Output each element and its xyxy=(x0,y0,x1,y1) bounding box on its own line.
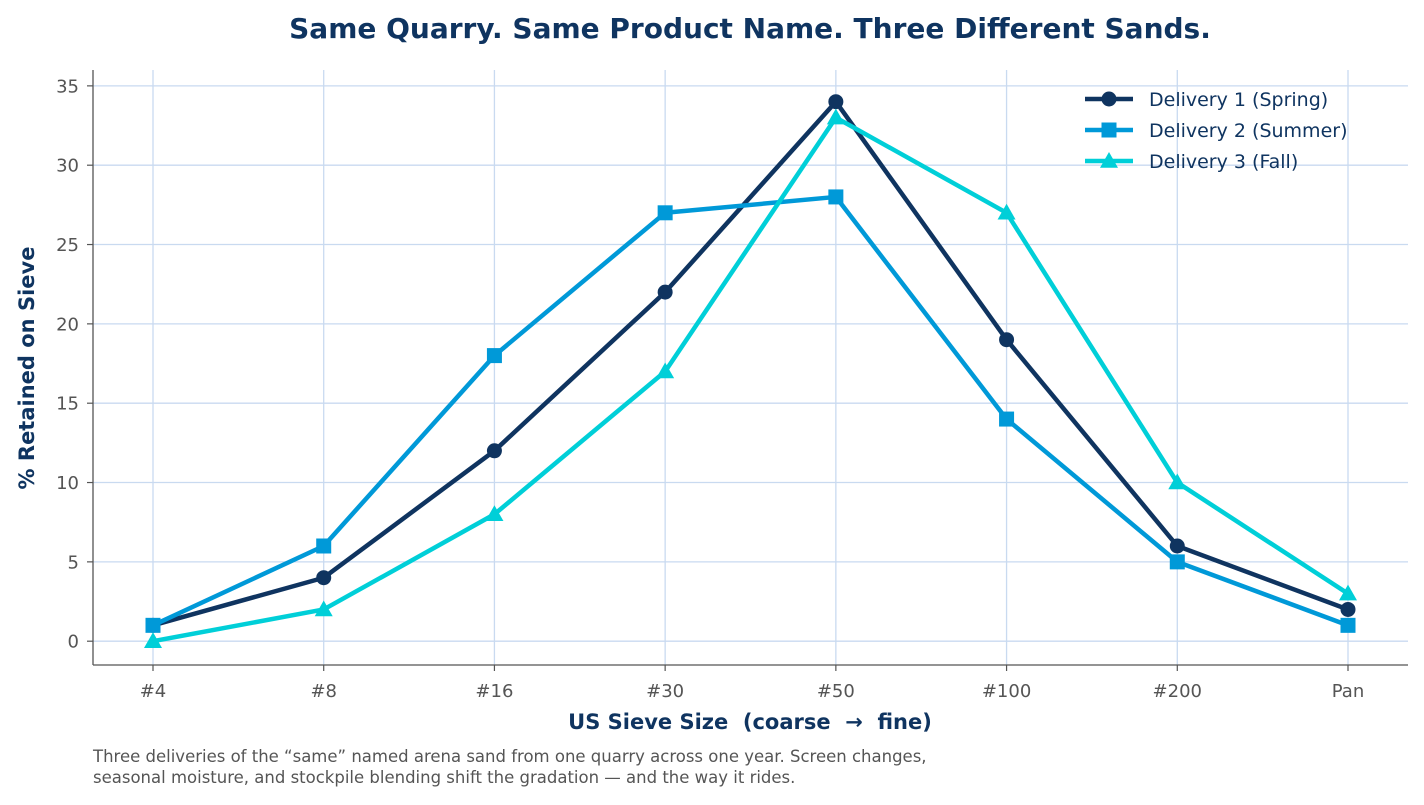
data-point xyxy=(486,443,502,459)
data-point xyxy=(486,348,502,364)
legend-marker xyxy=(1101,122,1117,138)
data-point xyxy=(997,203,1016,220)
y-tick-label: 30 xyxy=(56,156,79,177)
legend-label: Delivery 1 (Spring) xyxy=(1149,89,1328,111)
series-1 xyxy=(145,94,1356,633)
legend-marker xyxy=(1100,152,1118,168)
data-point xyxy=(999,411,1015,427)
x-tick-label: #16 xyxy=(475,681,513,702)
y-tick-label: 20 xyxy=(56,314,79,335)
data-point xyxy=(314,600,333,617)
x-tick-label: #8 xyxy=(310,681,337,702)
x-tick-label: Pan xyxy=(1332,681,1364,702)
y-tick-label: 10 xyxy=(56,473,79,494)
legend-item-3: Delivery 3 (Fall) xyxy=(1085,151,1298,173)
data-point xyxy=(144,632,162,648)
axes xyxy=(92,70,1408,666)
data-point xyxy=(145,617,161,633)
x-tick-label: #50 xyxy=(817,681,855,702)
chart-caption: Three deliveries of the “same” named are… xyxy=(93,746,1093,788)
x-ticks: #4 #8 #16 #30 #50 #100 #200 Pan xyxy=(140,665,1364,702)
series-line xyxy=(150,115,1351,644)
series-line xyxy=(150,99,1351,628)
y-tick-label: 35 xyxy=(56,76,79,97)
x-tick-label: #100 xyxy=(982,681,1031,702)
data-point xyxy=(826,108,845,125)
data-point xyxy=(316,570,332,586)
legend-item-2: Delivery 2 (Summer) xyxy=(1085,120,1347,142)
data-point xyxy=(656,362,675,379)
y-tick-label: 25 xyxy=(56,235,79,256)
data-point xyxy=(1169,554,1185,570)
y-tick-label: 15 xyxy=(56,394,79,415)
y-axis-title: % Retained on Sieve xyxy=(15,247,39,490)
series-3 xyxy=(144,108,1357,648)
caption-line-2: seasonal moisture, and stockpile blendin… xyxy=(93,768,796,787)
caption-line-1: Three deliveries of the “same” named are… xyxy=(93,747,927,766)
y-ticks: 0 5 10 15 20 25 30 35 xyxy=(56,76,93,653)
data-point xyxy=(657,284,673,300)
data-point xyxy=(316,538,332,554)
legend-item-1: Delivery 1 (Spring) xyxy=(1085,89,1328,111)
legend-marker xyxy=(1101,91,1117,107)
series xyxy=(144,94,1357,648)
data-point xyxy=(657,205,673,221)
data-point xyxy=(999,332,1015,348)
series-2 xyxy=(145,189,1356,633)
data-point xyxy=(1339,584,1357,601)
legend: Delivery 1 (Spring) Delivery 2 (Summer) De… xyxy=(1085,89,1347,173)
data-point xyxy=(1340,617,1356,633)
data-point xyxy=(1168,473,1187,490)
x-tick-label: #30 xyxy=(646,681,684,702)
chart-title: Same Quarry. Same Product Name. Three Di… xyxy=(289,12,1211,45)
y-tick-label: 0 xyxy=(68,632,79,653)
data-point xyxy=(1340,601,1356,617)
data-point xyxy=(485,505,504,522)
legend-label: Delivery 2 (Summer) xyxy=(1149,120,1347,142)
series-line xyxy=(150,194,1351,628)
x-tick-label: #4 xyxy=(140,681,167,702)
x-axis-title: US Sieve Size (coarse → fine) xyxy=(568,710,932,734)
data-point xyxy=(1169,538,1185,554)
legend-label: Delivery 3 (Fall) xyxy=(1149,151,1298,173)
x-tick-label: #200 xyxy=(1153,681,1202,702)
data-point xyxy=(828,94,844,110)
data-point xyxy=(828,189,844,205)
y-tick-label: 5 xyxy=(68,552,79,573)
